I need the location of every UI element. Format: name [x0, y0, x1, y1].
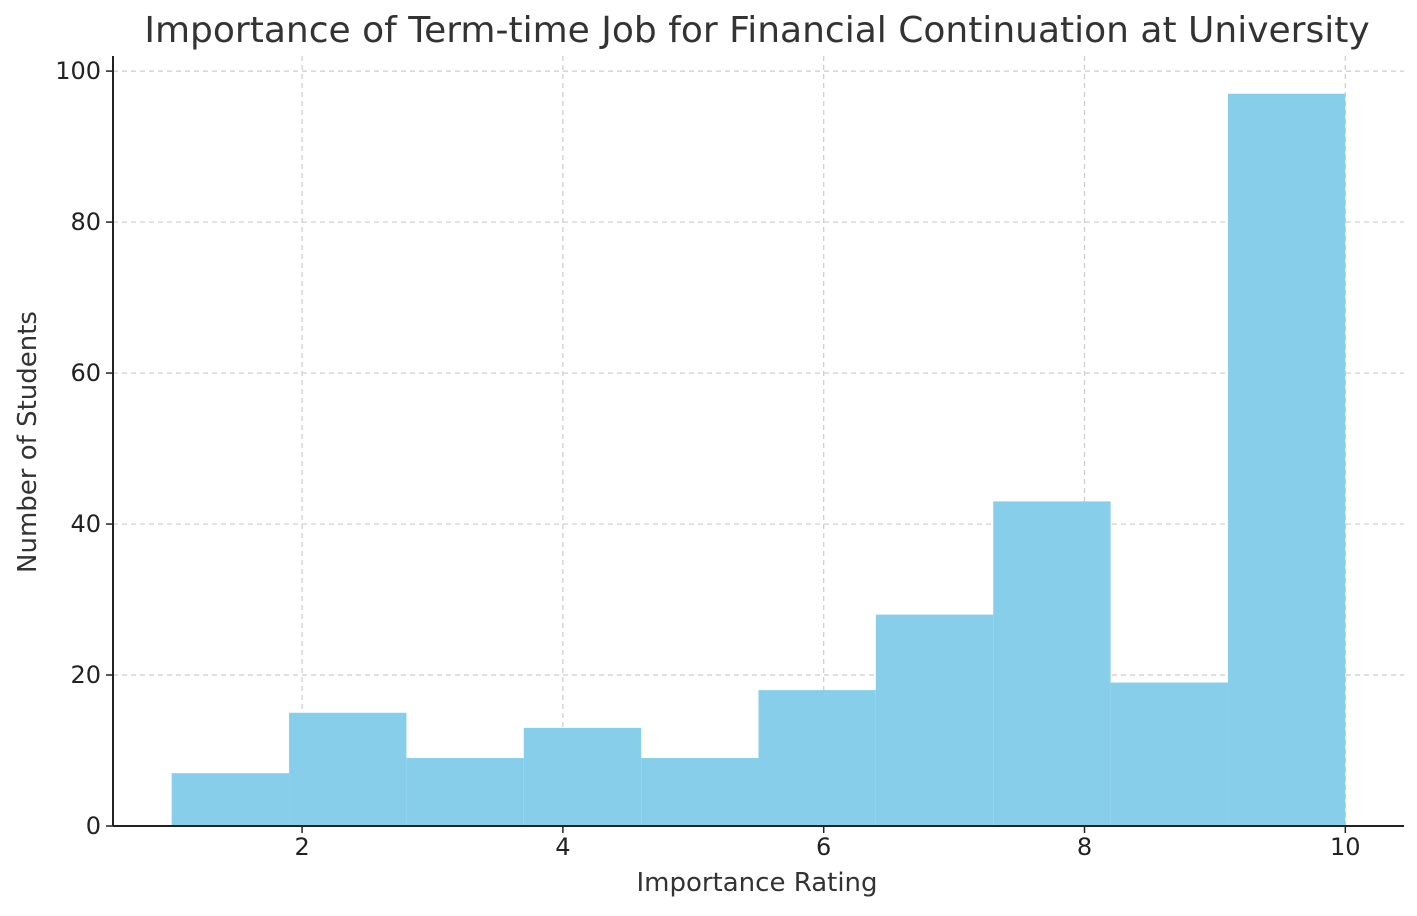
x-tick-label: 8 [1077, 833, 1092, 861]
x-tick-label: 10 [1330, 833, 1361, 861]
y-tick-label: 40 [70, 510, 101, 538]
histogram-bars [171, 93, 1346, 826]
histogram-bar [993, 501, 1111, 826]
y-tick-label: 20 [70, 661, 101, 689]
chart-title: Importance of Term-time Job for Financia… [144, 10, 1369, 51]
x-tick-label: 2 [294, 833, 309, 861]
histogram-bar [1227, 93, 1346, 826]
x-tick-label: 6 [816, 833, 831, 861]
histogram-bar [758, 690, 876, 826]
x-tick-label: 4 [555, 833, 570, 861]
histogram-bar [875, 614, 994, 826]
y-tick-label: 0 [86, 812, 101, 840]
histogram-bar [289, 712, 407, 826]
y-tick-label: 60 [70, 359, 101, 387]
x-axis-label: Importance Rating [636, 868, 877, 898]
y-axis-label: Number of Students [13, 311, 43, 573]
histogram-bar [641, 758, 759, 826]
histogram-bar [406, 758, 524, 826]
y-tick-label: 100 [55, 57, 101, 85]
histogram-bar [1110, 682, 1228, 826]
histogram-bar [171, 773, 290, 826]
histogram-bar [523, 727, 642, 826]
y-tick-label: 80 [70, 208, 101, 236]
